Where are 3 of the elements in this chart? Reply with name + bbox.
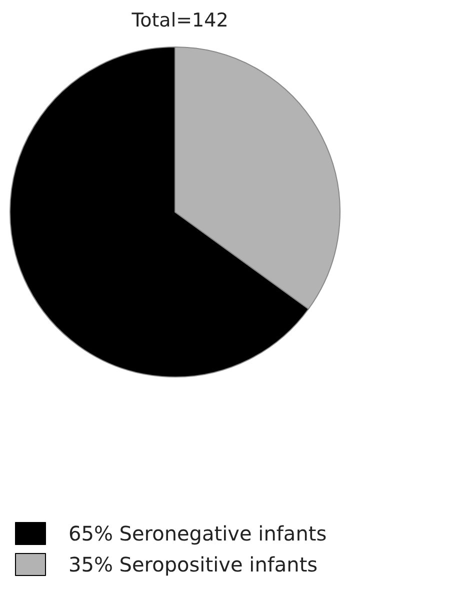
legend-label: 65% Seronegative infants xyxy=(68,522,327,546)
chart-title: Total=142 xyxy=(130,10,228,32)
legend-label: 35% Seropositive infants xyxy=(68,552,318,576)
